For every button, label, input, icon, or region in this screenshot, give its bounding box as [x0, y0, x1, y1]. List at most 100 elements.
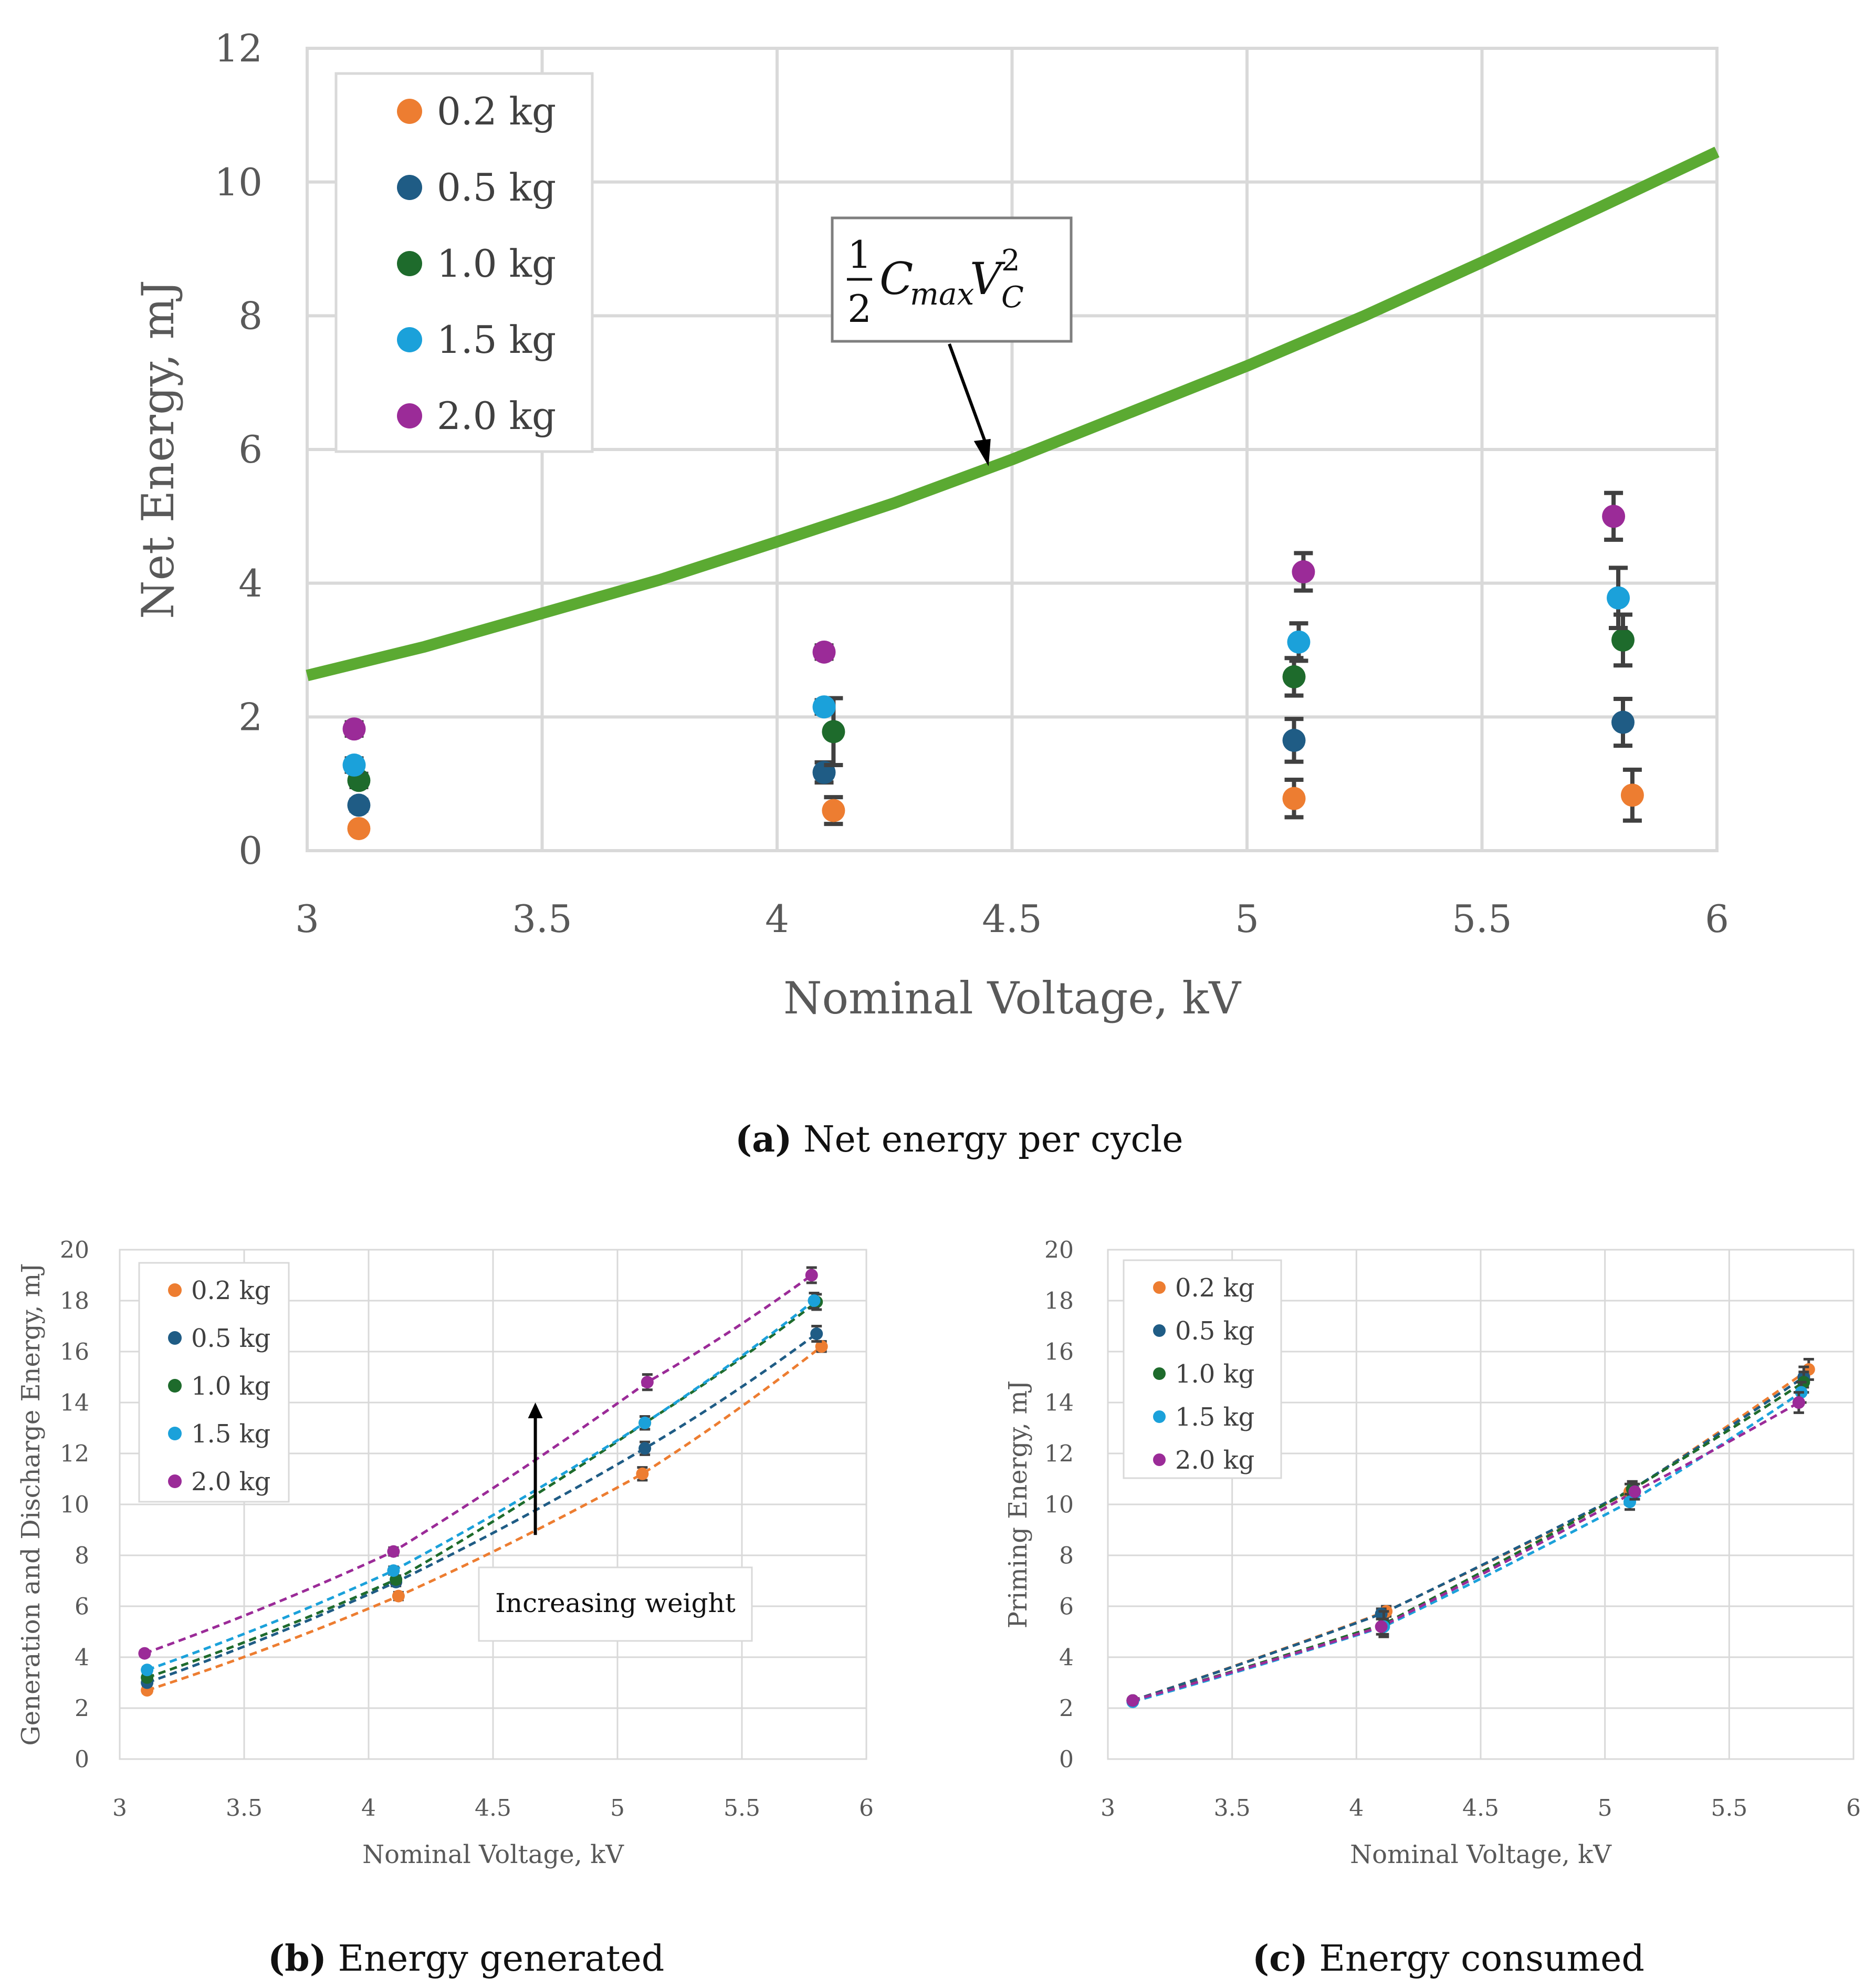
y-tick-label: 18 — [60, 1288, 89, 1314]
legend-box — [334, 72, 594, 453]
y-tick-label: 10 — [1044, 1491, 1074, 1518]
gridlines — [1107, 1249, 1855, 1760]
data-point — [805, 1269, 818, 1282]
x-tick-label: 6 — [859, 1795, 874, 1822]
legend-label-2p0-kg: 2.0 kg — [191, 1467, 270, 1497]
data-point — [1602, 505, 1626, 528]
y-tick-label: 2 — [75, 1695, 89, 1722]
caption-b-text: Energy generated — [338, 1938, 665, 1980]
data-point — [1282, 787, 1306, 810]
annotation-math-c: C — [879, 253, 913, 305]
legend: 0.2 kg 0.5 kg 1.0 kg 1.5 kg 2.0 kg — [334, 72, 594, 453]
y-tick-label: 6 — [1059, 1593, 1074, 1620]
y-axis-title: Priming Energy, mJ — [1003, 1380, 1033, 1628]
legend-label-1p0-kg: 1.0 kg — [437, 242, 556, 286]
x-tick-label: 4.5 — [475, 1795, 511, 1822]
trendline-2p0-kg — [1132, 1401, 1800, 1702]
legend-box — [1123, 1259, 1282, 1479]
x-tick-label: 3 — [1101, 1795, 1115, 1822]
trendline-0p5-kg — [1132, 1376, 1805, 1702]
y-tick-label: 0 — [75, 1746, 89, 1773]
legend-marker-1p0-kg — [1153, 1367, 1166, 1380]
legend-label-1p0-kg: 1.0 kg — [1175, 1359, 1254, 1389]
y-axis-title: Net Energy, mJ — [132, 280, 184, 619]
data-point — [387, 1564, 400, 1577]
legend-label-0p2-kg: 0.2 kg — [437, 89, 556, 133]
data-point — [641, 1376, 654, 1389]
legend: 0.2 kg 0.5 kg 1.0 kg 1.5 kg 2.0 kg — [138, 1262, 290, 1503]
data-point — [822, 799, 845, 822]
x-tick-label: 4.5 — [982, 897, 1042, 941]
y-tick-label: 14 — [1044, 1389, 1074, 1416]
y-tick-label: 14 — [60, 1389, 89, 1416]
data-point — [1611, 628, 1635, 652]
gridlines — [119, 1249, 867, 1760]
data-point — [1792, 1396, 1805, 1409]
caption-a-label: (a) — [735, 1118, 792, 1160]
x-tick-label: 4 — [361, 1795, 376, 1822]
x-tick-label: 5 — [610, 1795, 625, 1822]
data-point — [1620, 783, 1644, 807]
x-tick-label: 5.5 — [1452, 897, 1512, 941]
annotation-text: Increasing weight — [495, 1588, 736, 1618]
series-0p2-kg — [347, 767, 1644, 840]
data-point — [138, 1647, 151, 1660]
series-0p5-kg — [347, 696, 1635, 817]
data-point — [1282, 728, 1306, 752]
caption-c-label: (c) — [1252, 1938, 1308, 1980]
x-tick-label: 3.5 — [1214, 1795, 1251, 1822]
legend-label-0p2-kg: 0.2 kg — [191, 1276, 270, 1305]
plot-area-border — [119, 1249, 867, 1760]
x-tick-label: 5 — [1235, 897, 1259, 941]
y-tick-label: 8 — [238, 294, 263, 338]
annotation-math-v: V — [970, 253, 1005, 305]
legend-label-0p5-kg: 0.5 kg — [437, 165, 556, 210]
x-tick-label: 4.5 — [1462, 1795, 1499, 1822]
data-point — [141, 1663, 154, 1677]
y-tick-label: 12 — [60, 1440, 89, 1467]
y-tick-label: 2 — [238, 695, 263, 739]
y-axis-title: Generation and Discharge Energy, mJ — [16, 1263, 46, 1745]
caption-b: (b) Energy generated — [268, 1938, 664, 1980]
x-tick-label: 3 — [295, 897, 319, 941]
x-tick-label: 6 — [1846, 1795, 1861, 1822]
data-point — [636, 1467, 649, 1480]
data-point — [1375, 1620, 1388, 1633]
legend-marker-0p2-kg — [168, 1283, 182, 1297]
plot-area-border — [306, 47, 1719, 852]
chart-energy-consumed: 3 3.5 4 4.5 5 5.5 6 0 2 4 6 8 10 12 14 16 18 20 Nominal Vo… — [1003, 1237, 1861, 1869]
y-tick-label: 6 — [75, 1593, 89, 1620]
y-tick-label: 12 — [1044, 1440, 1074, 1467]
x-axis-title: Nominal Voltage, kV — [1350, 1840, 1612, 1869]
caption-c: (c) Energy consumed — [1252, 1938, 1644, 1980]
legend-label-0p2-kg: 0.2 kg — [1175, 1273, 1254, 1303]
fraction-numerator: 1 — [847, 233, 872, 277]
caption-b-label: (b) — [268, 1938, 327, 1980]
legend-label-2p0-kg: 2.0 kg — [437, 394, 556, 438]
legend-label-1p5-kg: 1.5 kg — [1175, 1403, 1254, 1432]
annotation-increasing-weight: Increasing weight — [478, 1403, 753, 1642]
trendline-0p5-kg — [146, 1333, 818, 1684]
data-point — [1287, 630, 1311, 654]
y-tick-label: 20 — [60, 1237, 89, 1263]
legend-marker-2p0-kg — [397, 403, 422, 428]
data-point — [1607, 586, 1630, 610]
data-point — [342, 717, 366, 741]
legend-marker-1p5-kg — [168, 1427, 182, 1440]
legend-marker-0p5-kg — [1153, 1324, 1166, 1337]
data-point — [1628, 1485, 1641, 1498]
data-point — [808, 1294, 821, 1307]
legend-marker-2p0-kg — [1153, 1453, 1166, 1466]
y-tick-label: 4 — [1059, 1644, 1074, 1671]
caption-c-text: Energy consumed — [1319, 1938, 1644, 1980]
data-point — [347, 793, 371, 817]
y-tick-label: 0 — [238, 829, 263, 873]
legend-label-1p5-kg: 1.5 kg — [191, 1419, 270, 1449]
legend: 0.2 kg 0.5 kg 1.0 kg 1.5 kg 2.0 kg — [1123, 1259, 1282, 1479]
annotation-arrow-head — [973, 438, 991, 466]
x-tick-label: 6 — [1705, 897, 1729, 941]
data-point — [822, 720, 845, 744]
series-1p5-kg — [342, 566, 1630, 777]
caption-a: (a) Net energy per cycle — [735, 1118, 1183, 1160]
